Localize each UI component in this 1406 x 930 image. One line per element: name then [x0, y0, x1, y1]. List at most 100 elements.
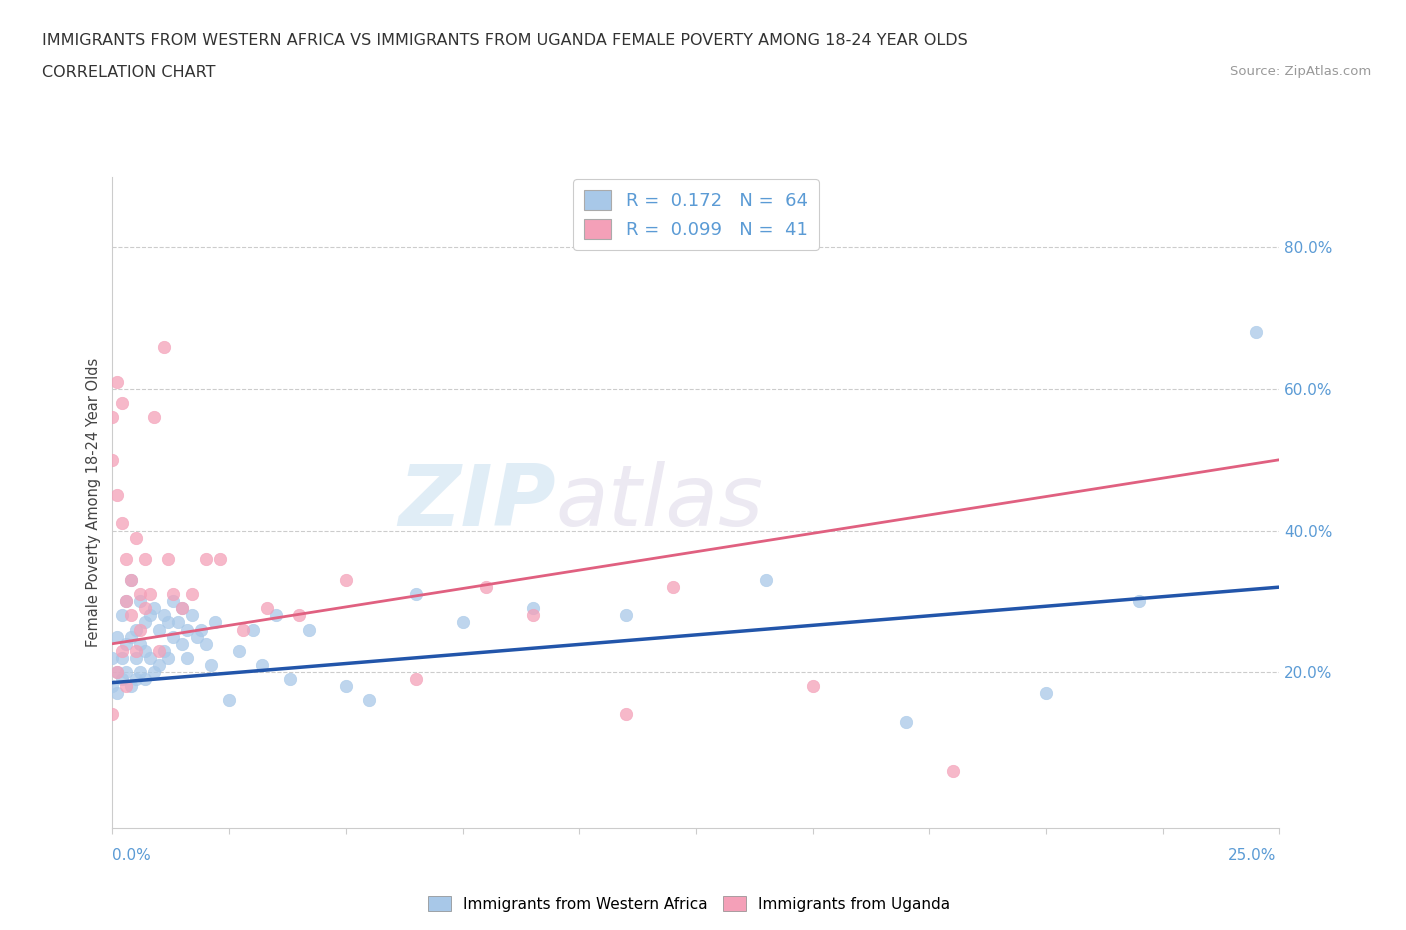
Point [148, 644, 170, 658]
Point [204, 615, 226, 630]
Point [134, 671, 156, 686]
Point [614, 707, 637, 722]
Point [755, 573, 778, 588]
Point [105, 487, 128, 502]
Point [134, 551, 156, 566]
Text: 25.0%: 25.0% [1229, 848, 1277, 863]
Point [115, 679, 138, 694]
Point [172, 601, 194, 616]
Point [134, 601, 156, 616]
Point [405, 671, 427, 686]
Point [250, 658, 273, 672]
Point [129, 665, 152, 680]
Point [139, 587, 162, 602]
Text: 0.0%: 0.0% [112, 848, 152, 863]
Point [101, 410, 124, 425]
Point [115, 665, 138, 680]
Text: CORRELATION CHART: CORRELATION CHART [42, 65, 215, 80]
Point [1128, 594, 1150, 609]
Point [242, 622, 264, 637]
Point [894, 714, 917, 729]
Point [111, 608, 134, 623]
Point [180, 608, 202, 623]
Point [125, 644, 148, 658]
Point [190, 622, 212, 637]
Point [172, 601, 194, 616]
Point [194, 551, 217, 566]
Point [228, 644, 250, 658]
Point [264, 608, 287, 623]
Point [801, 679, 824, 694]
Point [157, 615, 180, 630]
Point [942, 764, 965, 778]
Point [232, 622, 254, 637]
Point [125, 671, 148, 686]
Point [148, 658, 170, 672]
Text: IMMIGRANTS FROM WESTERN AFRICA VS IMMIGRANTS FROM UGANDA FEMALE POVERTY AMONG 18: IMMIGRANTS FROM WESTERN AFRICA VS IMMIGR… [42, 33, 967, 47]
Point [256, 601, 278, 616]
Point [162, 594, 184, 609]
Point [120, 573, 142, 588]
Point [111, 644, 134, 658]
Point [278, 671, 301, 686]
Point [405, 587, 427, 602]
Y-axis label: Female Poverty Among 18-24 Year Olds: Female Poverty Among 18-24 Year Olds [86, 357, 101, 647]
Point [475, 579, 498, 594]
Point [134, 615, 156, 630]
Point [1035, 685, 1057, 700]
Point [176, 622, 198, 637]
Point [111, 650, 134, 665]
Point [148, 622, 170, 637]
Point [208, 551, 231, 566]
Point [139, 650, 162, 665]
Point [143, 601, 166, 616]
Point [111, 516, 134, 531]
Text: atlas: atlas [555, 460, 763, 544]
Point [297, 622, 319, 637]
Point [101, 650, 124, 665]
Point [101, 679, 124, 694]
Point [105, 685, 128, 700]
Point [129, 636, 152, 651]
Point [335, 679, 357, 694]
Text: Source: ZipAtlas.com: Source: ZipAtlas.com [1230, 65, 1371, 78]
Point [218, 693, 240, 708]
Point [335, 573, 357, 588]
Point [115, 594, 138, 609]
Point [125, 530, 148, 545]
Point [200, 658, 222, 672]
Point [105, 665, 128, 680]
Point [105, 665, 128, 680]
Point [143, 410, 166, 425]
Point [139, 608, 162, 623]
Point [129, 594, 152, 609]
Point [661, 579, 683, 594]
Point [451, 615, 474, 630]
Point [129, 587, 152, 602]
Point [186, 630, 208, 644]
Point [157, 551, 180, 566]
Point [120, 630, 142, 644]
Point [522, 608, 544, 623]
Point [176, 650, 198, 665]
Point [288, 608, 311, 623]
Point [120, 573, 142, 588]
Text: ZIP: ZIP [398, 460, 555, 544]
Point [143, 665, 166, 680]
Point [166, 615, 188, 630]
Point [115, 636, 138, 651]
Legend: R =  0.172   N =  64, R =  0.099   N =  41: R = 0.172 N = 64, R = 0.099 N = 41 [574, 179, 818, 249]
Point [101, 707, 124, 722]
Point [115, 551, 138, 566]
Point [105, 630, 128, 644]
Point [153, 339, 176, 354]
Point [111, 395, 134, 410]
Point [115, 594, 138, 609]
Point [194, 636, 217, 651]
Point [157, 650, 180, 665]
Point [180, 587, 202, 602]
Point [153, 644, 176, 658]
Legend: Immigrants from Western Africa, Immigrants from Uganda: Immigrants from Western Africa, Immigran… [422, 889, 956, 918]
Point [172, 636, 194, 651]
Point [162, 630, 184, 644]
